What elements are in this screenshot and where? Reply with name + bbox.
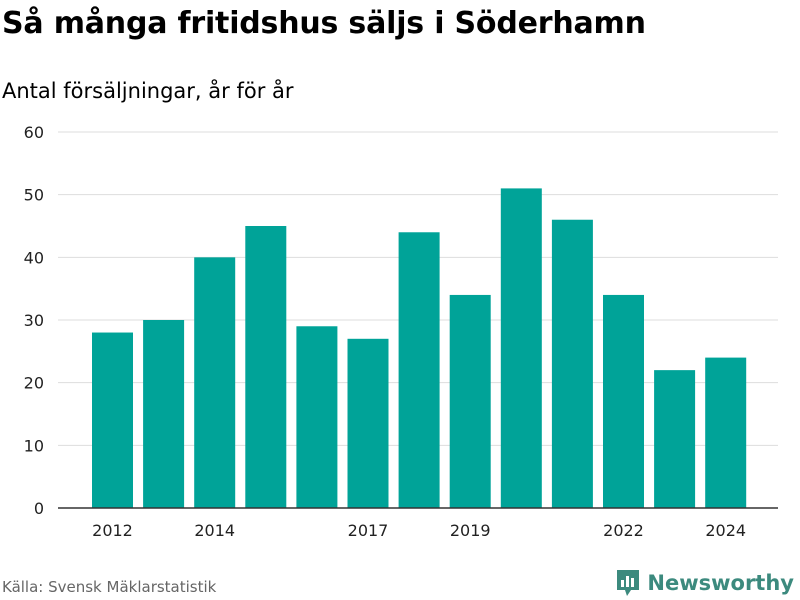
x-tick-label: 2022 — [603, 521, 644, 540]
brand-name: Newsworthy — [647, 571, 794, 595]
bar-2017 — [347, 338, 389, 508]
y-tick-label: 10 — [24, 436, 44, 455]
bar-2024 — [705, 357, 747, 508]
y-tick-label: 20 — [24, 374, 44, 393]
x-tick-labels: 2012 2014 2017 2019 2022 2024 — [92, 521, 746, 540]
bar-2022 — [603, 294, 644, 508]
x-tick-label: 2014 — [194, 521, 235, 540]
y-tick-label: 30 — [24, 311, 44, 330]
x-tick-label: 2017 — [348, 521, 389, 540]
chart-subtitle: Antal försäljningar, år för år — [2, 79, 294, 103]
x-tick-label: 2019 — [450, 521, 491, 540]
brand-logo: Newsworthy — [615, 568, 794, 598]
y-tick-label: 50 — [24, 186, 44, 205]
bar-2013 — [143, 320, 185, 508]
x-tick-label: 2024 — [705, 521, 746, 540]
bar-2018 — [398, 232, 440, 508]
bar-2012 — [92, 332, 133, 508]
y-tick-label: 60 — [24, 123, 44, 142]
bar-2016 — [296, 326, 338, 508]
bar-2015 — [245, 226, 287, 508]
chart-title: Så många fritidshus säljs i Söderhamn — [2, 6, 646, 41]
bar-2019 — [449, 294, 491, 508]
bars — [92, 188, 747, 508]
bar-2023 — [654, 370, 696, 508]
bar-chart-logo-icon — [617, 570, 640, 596]
bar-2021 — [551, 219, 593, 508]
y-tick-label: 40 — [24, 248, 44, 267]
y-tick-labels: 0 10 20 30 40 50 60 — [24, 123, 44, 518]
y-tick-label: 0 — [34, 499, 44, 518]
x-tick-label: 2012 — [92, 521, 133, 540]
bar-2020 — [500, 188, 542, 508]
bar-2014 — [194, 257, 236, 508]
source-note: Källa: Svensk Mäklarstatistik — [2, 578, 217, 596]
